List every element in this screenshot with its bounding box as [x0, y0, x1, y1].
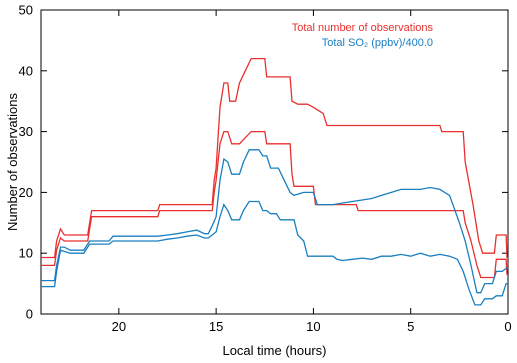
x-tick-label: 5 — [407, 319, 414, 334]
y-tick-label: 0 — [26, 307, 33, 322]
x-tick-label: 10 — [306, 319, 320, 334]
y-tick-label: 10 — [19, 246, 33, 261]
y-tick-label: 30 — [19, 124, 33, 139]
y-tick-label: 50 — [19, 3, 33, 18]
legend: Total number of observations Total SO₂ (… — [292, 22, 434, 49]
x-tick-label: 15 — [209, 319, 223, 334]
series-line-2 — [41, 130, 508, 279]
y-axis-label: Number of observations — [5, 92, 20, 231]
x-tick-label: 20 — [112, 319, 126, 334]
series-line-1 — [41, 57, 508, 259]
series-line-3 — [41, 149, 508, 294]
legend-entry-observations: Total number of observations — [292, 22, 434, 34]
plot-frame — [40, 9, 509, 315]
legend-entry-so2: Total SO₂ (ppbv)/400.0 — [322, 37, 433, 49]
x-axis-label: Local time (hours) — [222, 343, 326, 358]
y-tick-label: 40 — [19, 63, 33, 78]
series-layer — [41, 57, 508, 306]
x-tick-label: 0 — [504, 319, 511, 334]
series-line-4 — [41, 200, 508, 306]
y-tick-label: 20 — [19, 185, 33, 200]
